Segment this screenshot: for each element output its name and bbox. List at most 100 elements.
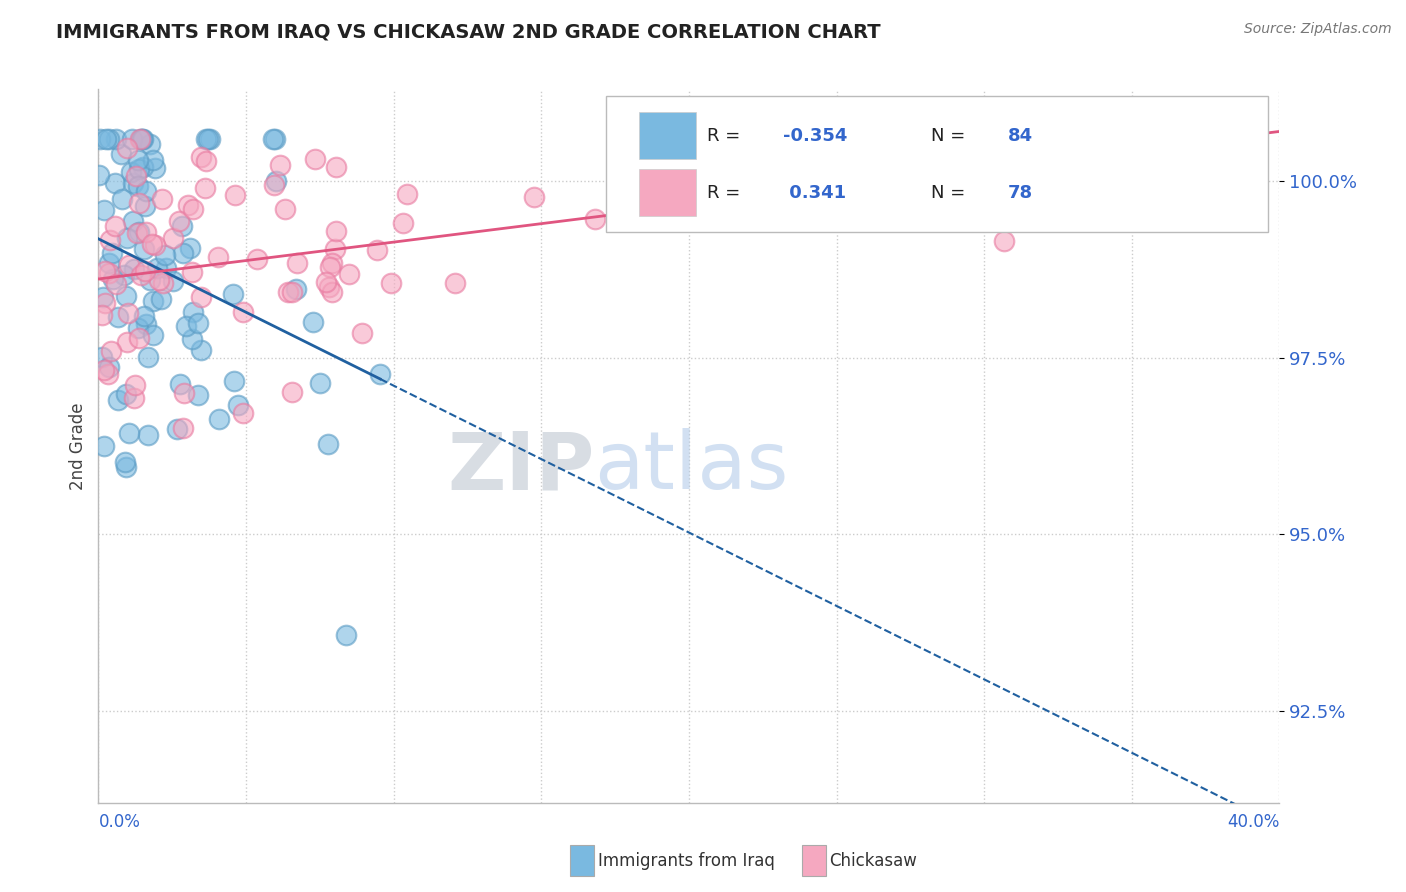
Point xyxy=(118,258,141,272)
FancyBboxPatch shape xyxy=(606,96,1268,232)
Point xyxy=(337,267,360,281)
Point xyxy=(197,131,219,145)
Point xyxy=(179,241,201,255)
Point xyxy=(98,233,121,247)
Point xyxy=(730,151,752,165)
Point xyxy=(134,263,156,277)
Point xyxy=(115,289,138,303)
Point xyxy=(281,285,304,299)
Point xyxy=(152,277,174,291)
Point xyxy=(98,266,121,280)
Text: Source: ZipAtlas.com: Source: ZipAtlas.com xyxy=(1244,22,1392,37)
Point xyxy=(101,272,124,286)
Point xyxy=(319,260,342,274)
Point xyxy=(125,226,148,240)
Point xyxy=(207,250,229,264)
Point xyxy=(94,264,117,278)
Point xyxy=(335,628,357,642)
Point xyxy=(122,262,145,277)
Text: N =: N = xyxy=(931,184,972,202)
Point xyxy=(100,344,122,359)
Point xyxy=(172,219,194,234)
Point xyxy=(222,286,245,301)
Point xyxy=(1171,131,1194,145)
Text: 84: 84 xyxy=(1008,127,1033,145)
Point xyxy=(316,437,339,451)
FancyBboxPatch shape xyxy=(640,169,696,216)
Point xyxy=(325,224,347,238)
Point xyxy=(583,211,606,226)
Point xyxy=(751,211,773,226)
Point xyxy=(190,343,212,357)
Point xyxy=(128,225,150,239)
Point xyxy=(269,158,291,172)
Point xyxy=(136,427,159,442)
Point xyxy=(167,214,190,228)
Point xyxy=(107,310,129,325)
Point xyxy=(226,398,249,412)
Point xyxy=(145,161,167,175)
Point xyxy=(150,293,173,307)
Point xyxy=(246,252,269,266)
Point xyxy=(948,155,970,169)
Text: N =: N = xyxy=(931,127,972,145)
Point xyxy=(117,231,139,245)
Point xyxy=(136,350,159,364)
Point xyxy=(118,426,141,441)
Point xyxy=(304,152,326,166)
Point xyxy=(127,321,149,335)
Text: 40.0%: 40.0% xyxy=(1227,814,1279,831)
Point xyxy=(181,305,204,319)
Point xyxy=(318,280,340,294)
Point xyxy=(93,362,115,376)
Point xyxy=(132,131,155,145)
Point xyxy=(138,136,160,151)
Point xyxy=(263,178,285,193)
Point xyxy=(114,460,136,475)
Point xyxy=(128,196,150,211)
Point xyxy=(350,326,373,340)
Text: R =: R = xyxy=(707,184,745,202)
Point xyxy=(187,387,209,401)
Point xyxy=(187,317,209,331)
Point xyxy=(181,202,204,216)
Point xyxy=(177,198,200,212)
Point xyxy=(368,367,391,381)
Point xyxy=(172,421,194,435)
Point xyxy=(107,393,129,408)
Point xyxy=(308,376,330,390)
Point xyxy=(121,214,143,228)
Point xyxy=(172,245,194,260)
Point xyxy=(264,174,287,188)
Point xyxy=(321,285,343,299)
Point xyxy=(143,238,166,252)
Point xyxy=(194,181,217,195)
Point xyxy=(142,328,165,343)
Point xyxy=(93,439,115,453)
Point xyxy=(91,350,114,364)
Point xyxy=(132,161,155,175)
Point xyxy=(198,131,221,145)
Point xyxy=(104,176,127,190)
Point xyxy=(117,306,139,320)
Point xyxy=(190,150,212,164)
Point xyxy=(232,406,254,420)
Point xyxy=(155,261,177,276)
Point xyxy=(173,386,195,401)
Point xyxy=(121,176,143,190)
Point xyxy=(224,374,246,388)
Point xyxy=(395,186,418,201)
FancyBboxPatch shape xyxy=(640,112,696,159)
Point xyxy=(87,168,110,182)
Point xyxy=(97,367,120,381)
Point xyxy=(97,360,120,375)
Point xyxy=(135,226,157,240)
Point xyxy=(129,268,152,282)
Text: atlas: atlas xyxy=(595,428,789,507)
Point xyxy=(100,246,122,260)
Text: R =: R = xyxy=(707,127,745,145)
Point xyxy=(190,290,212,304)
Point xyxy=(366,243,388,257)
Point xyxy=(117,141,139,155)
Point xyxy=(195,131,218,145)
